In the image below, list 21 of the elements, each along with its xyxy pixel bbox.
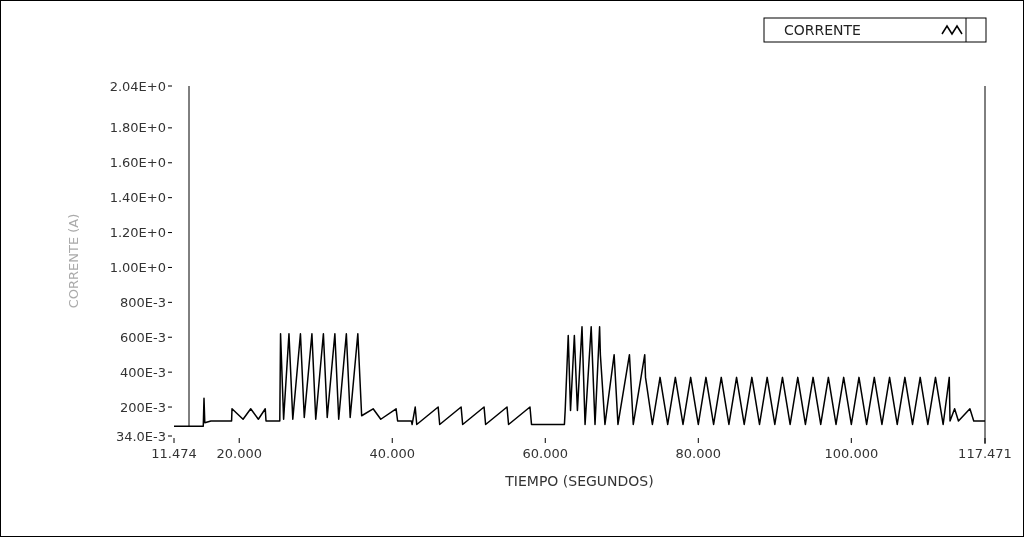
x-tick-label: 20.000 xyxy=(216,446,262,461)
y-tick-label: 1.80E+0 xyxy=(109,120,166,136)
y-tick-label: 34.0E-3 xyxy=(115,428,166,444)
y-tick-label: 1.40E+0 xyxy=(109,190,166,206)
y-tick-label: 1.60E+0 xyxy=(109,155,166,171)
x-axis-title: TIEMPO (SEGUNDOS) xyxy=(504,473,654,489)
y-tick-label: 2.04E+0 xyxy=(109,78,166,94)
x-tick-label: 117.471 xyxy=(958,446,1012,461)
y-tick-label: 400E-3 xyxy=(120,364,166,380)
x-tick-label: 40.000 xyxy=(369,446,416,461)
x-tick-label: 100.000 xyxy=(824,446,879,461)
y-tick-label: 1.00E+0 xyxy=(109,260,166,276)
x-tick-label: 60.000 xyxy=(522,446,569,461)
y-axis-title: CORRENTE (A) xyxy=(66,213,81,309)
y-tick-label: 800E-3 xyxy=(120,294,166,310)
y-tick-label: 600E-3 xyxy=(120,329,166,345)
y-tick-label: 1.20E+0 xyxy=(109,225,166,241)
y-tick-label: 200E-3 xyxy=(120,399,166,415)
text: CORRENTE xyxy=(784,22,861,38)
x-tick-label: 80.000 xyxy=(675,446,722,461)
x-tick-label: 11.474 xyxy=(151,446,197,461)
